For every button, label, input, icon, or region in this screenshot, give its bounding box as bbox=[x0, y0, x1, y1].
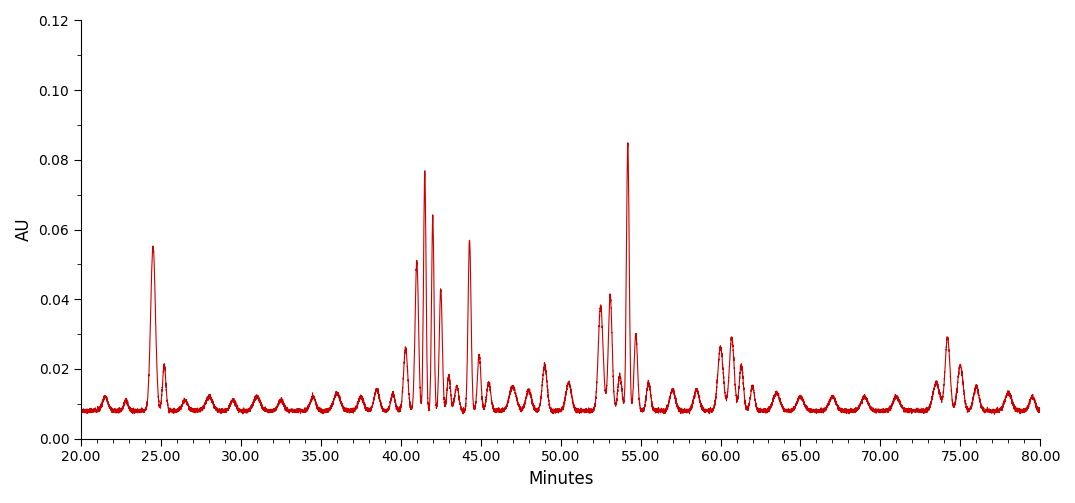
X-axis label: Minutes: Minutes bbox=[528, 470, 593, 488]
Y-axis label: AU: AU bbox=[15, 218, 33, 241]
